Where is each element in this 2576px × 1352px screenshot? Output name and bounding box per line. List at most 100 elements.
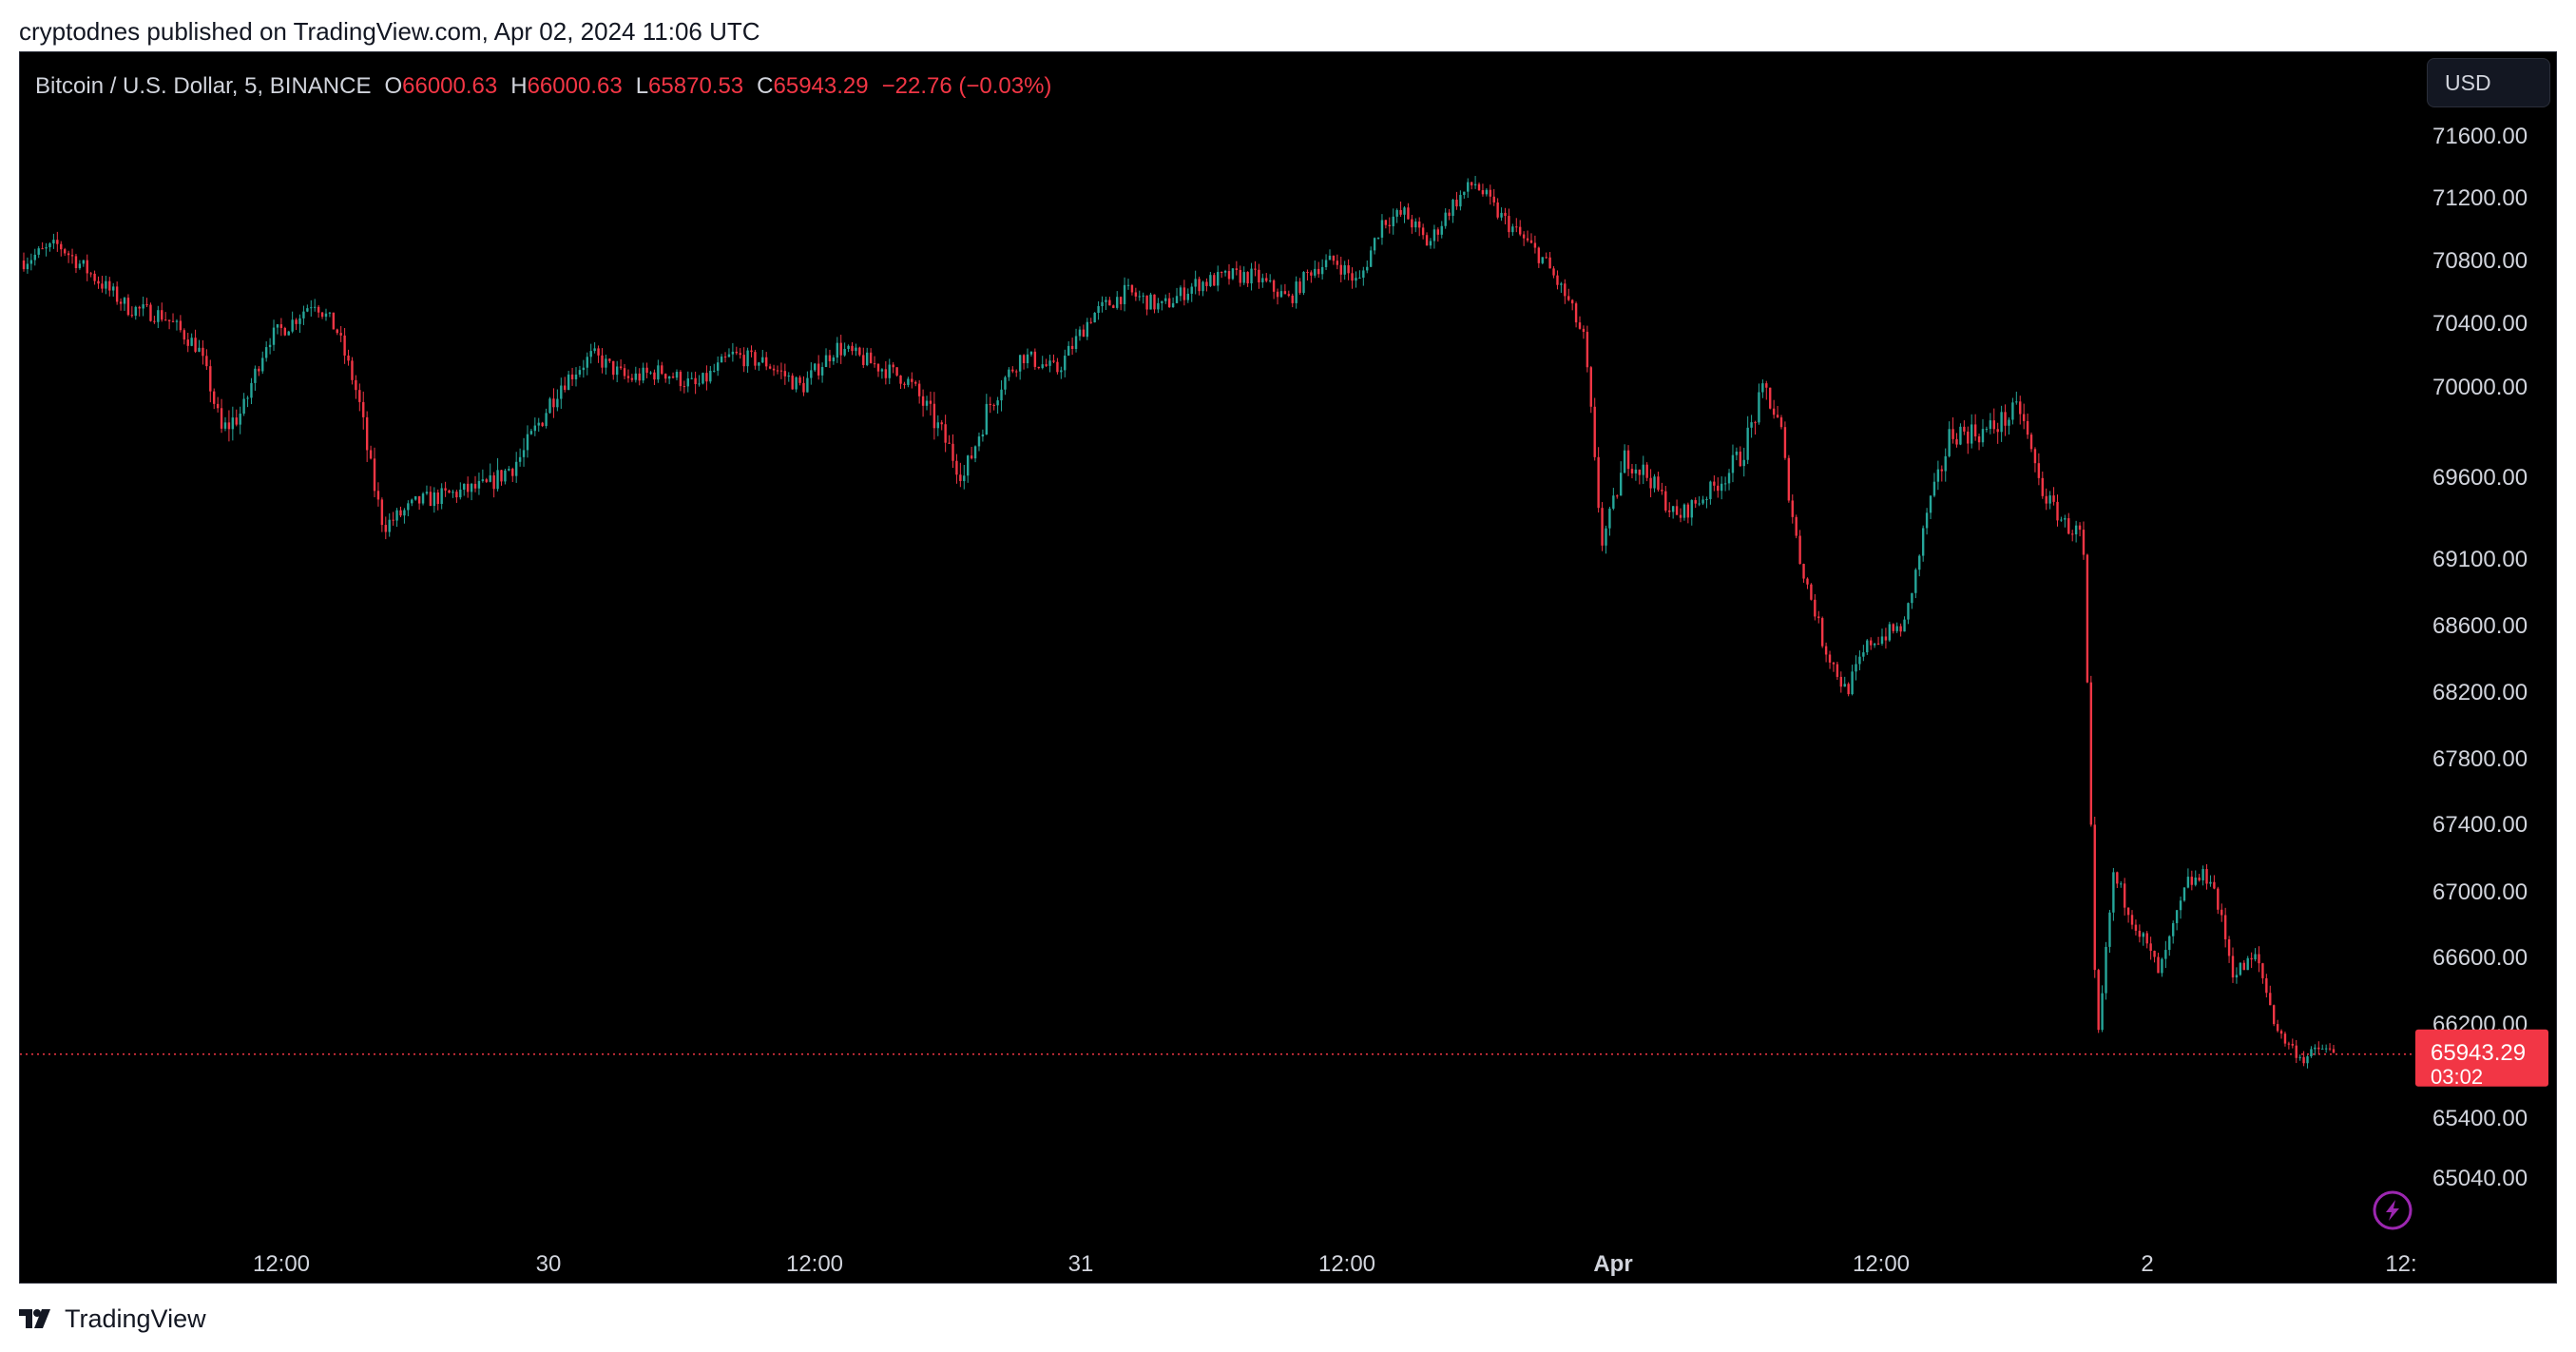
candle	[347, 349, 350, 366]
candle-body	[1970, 424, 1973, 444]
candle	[1814, 593, 1817, 621]
candle-body	[2171, 922, 2175, 937]
candle-body	[29, 260, 33, 264]
candle-body	[317, 306, 320, 313]
y-tick-label: 70000.00	[2432, 375, 2528, 400]
candle	[407, 500, 410, 516]
candle	[258, 366, 260, 377]
candle	[1198, 276, 1201, 296]
candle	[977, 432, 981, 452]
candle	[1526, 230, 1529, 242]
candle	[907, 377, 910, 388]
candle-body	[2328, 1048, 2332, 1050]
candle	[638, 368, 641, 386]
candle-body	[1981, 429, 1985, 443]
candle-body	[291, 319, 294, 332]
candle-body	[750, 350, 753, 353]
lightning-icon[interactable]	[2373, 1190, 2413, 1230]
candle	[1489, 184, 1491, 205]
candle-body	[2138, 930, 2142, 937]
candle-body	[917, 383, 921, 396]
candle	[1783, 421, 1787, 460]
candle-body	[2164, 950, 2167, 959]
candle	[2126, 907, 2130, 923]
candle	[138, 305, 141, 317]
candle	[279, 318, 283, 337]
candle-body	[1985, 429, 1989, 431]
candle	[1332, 255, 1336, 265]
candle-body	[1836, 664, 1839, 677]
candle-body	[1612, 495, 1615, 509]
candle	[1477, 182, 1481, 191]
candle	[1186, 288, 1190, 303]
candle-body	[413, 495, 417, 500]
candle-body	[642, 367, 644, 381]
candle-body	[33, 254, 36, 261]
candle-body	[1963, 426, 1966, 432]
x-tick-label: 12:00	[253, 1251, 310, 1277]
candle	[1828, 650, 1832, 669]
candle-body	[1936, 469, 1940, 482]
candle	[452, 490, 454, 498]
candle	[690, 372, 693, 380]
candle-body	[1223, 271, 1227, 273]
candle-body	[574, 374, 578, 379]
candle	[1932, 473, 1936, 498]
candle	[709, 365, 712, 384]
candle-body	[119, 301, 123, 304]
candle-body	[694, 377, 697, 384]
candle	[742, 347, 745, 373]
candle-body	[682, 386, 686, 388]
tradingview-brand[interactable]: TradingView	[19, 1303, 206, 1335]
candle	[1029, 351, 1033, 357]
candle-body	[492, 474, 495, 490]
candle	[761, 349, 764, 364]
candle	[1045, 358, 1048, 368]
candle	[1899, 623, 1902, 637]
chart-pane[interactable]: 71600.00 71200.00 70800.00 70400.00 70000.00…	[19, 51, 2557, 1284]
candle-body	[2201, 869, 2204, 880]
candle	[1161, 300, 1163, 311]
candle	[362, 391, 365, 430]
candle	[1190, 282, 1193, 302]
candle-body	[824, 355, 828, 368]
candle-body	[541, 422, 544, 427]
candle	[2161, 957, 2163, 977]
candle	[1108, 297, 1111, 306]
y-tick-label: 67400.00	[2432, 812, 2528, 838]
candle	[1265, 273, 1268, 283]
candle	[1279, 284, 1283, 299]
candle-body	[2056, 501, 2059, 521]
candle	[1070, 338, 1074, 356]
candle	[2060, 516, 2063, 522]
candle-body	[1343, 265, 1346, 275]
candle	[1145, 295, 1148, 316]
candle	[1884, 628, 1888, 649]
candle	[548, 396, 551, 415]
brand-name: TradingView	[65, 1304, 206, 1333]
candle	[1918, 554, 1921, 577]
currency-button[interactable]: USD	[2427, 58, 2550, 107]
candle-body	[134, 306, 137, 317]
candle	[1052, 354, 1055, 364]
candle	[1612, 488, 1615, 511]
candle	[1836, 661, 1839, 681]
candle-body	[739, 353, 741, 356]
candle	[1276, 288, 1279, 305]
candle-body	[1671, 506, 1675, 512]
candle-body	[56, 240, 59, 244]
candle-body	[126, 298, 130, 316]
candle	[929, 391, 932, 415]
candle-body	[1403, 207, 1406, 215]
candle	[798, 375, 801, 386]
candle-body	[847, 345, 850, 350]
candle	[682, 380, 686, 394]
candle	[2209, 875, 2212, 887]
candle-body	[2004, 412, 2007, 426]
price-chart[interactable]: 71600.00 71200.00 70800.00 70400.00 70000.00…	[20, 52, 2556, 1283]
candle	[2246, 956, 2249, 971]
candle	[70, 248, 74, 264]
candle-body	[661, 365, 663, 375]
candle-body	[101, 283, 104, 289]
candle	[560, 377, 563, 409]
